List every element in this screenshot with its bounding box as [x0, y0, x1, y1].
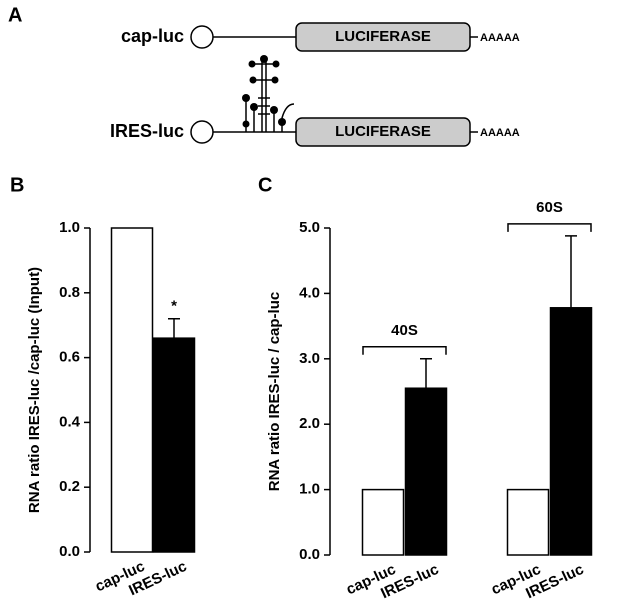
error-bar — [420, 358, 432, 389]
y-tick-label: 4.0 — [299, 284, 320, 301]
group-bracket — [362, 346, 447, 355]
y-axis-label: RNA ratio IRES-luc / cap-luc — [266, 292, 283, 491]
bar — [506, 488, 550, 556]
bar — [361, 488, 405, 556]
y-tick-label: 1.0 — [59, 219, 80, 236]
cap — [190, 120, 214, 144]
polya: AAAAA — [480, 127, 520, 139]
y-tick-label: 1.0 — [299, 481, 320, 498]
y-tick-label: 0.4 — [59, 413, 81, 430]
cap — [190, 25, 214, 49]
group-label: 60S — [536, 199, 563, 216]
y-tick-label: 0.8 — [59, 284, 80, 301]
y-tick-label: 2.0 — [299, 415, 320, 432]
y-axis-label: RNA ratio IRES-luc /cap-luc (Input) — [26, 267, 43, 513]
y-tick-label: 0.6 — [59, 349, 80, 366]
panel-label: A — [8, 4, 22, 26]
panel-label: C — [258, 174, 272, 196]
y-tick-label: 0.0 — [59, 543, 80, 560]
ires-structure — [242, 55, 295, 132]
bar — [549, 307, 593, 556]
polya: AAAAA — [480, 32, 520, 44]
bar — [404, 387, 448, 556]
panel-label: B — [10, 174, 24, 196]
y-tick-label: 0.0 — [299, 546, 320, 563]
error-bar — [168, 317, 180, 339]
y-tick-label: 0.2 — [59, 478, 80, 495]
gene-label: LUCIFERASE — [335, 123, 431, 140]
error-bar — [565, 235, 577, 308]
group-bracket — [507, 223, 592, 232]
y-tick-label: 3.0 — [299, 350, 320, 367]
bar — [152, 337, 196, 553]
construct-name: IRES-luc — [110, 121, 184, 141]
construct-name: cap-luc — [121, 26, 184, 46]
bar — [110, 227, 154, 553]
y-tick-label: 5.0 — [299, 219, 320, 236]
gene-label: LUCIFERASE — [335, 28, 431, 45]
annotation: * — [171, 298, 177, 315]
diagram: A cap-luc LUCIFERASE AAAAA IRES-luc LUCI… — [8, 4, 520, 147]
group-label: 40S — [391, 322, 418, 339]
